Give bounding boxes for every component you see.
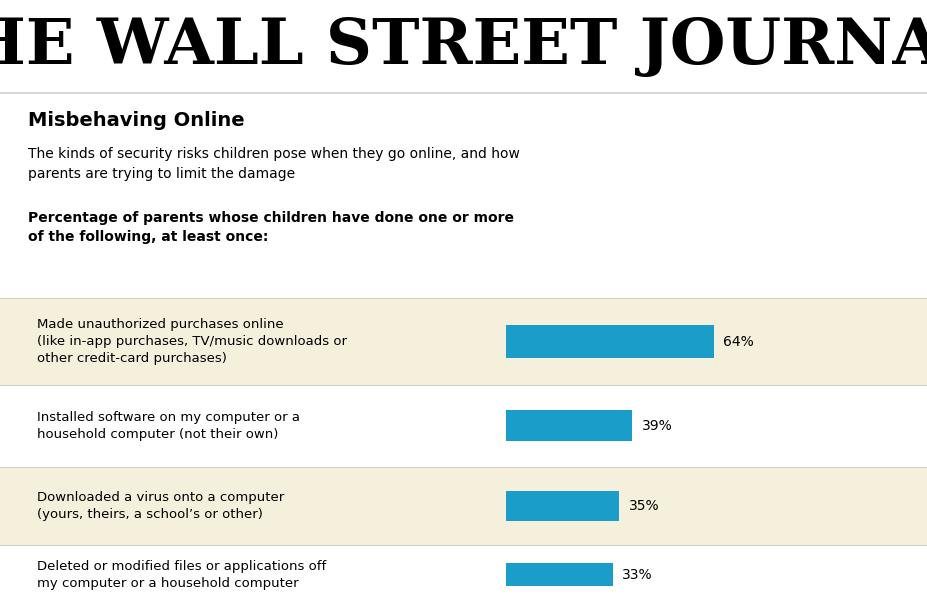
Bar bbox=[505, 563, 613, 586]
Text: The kinds of security risks children pose when they go online, and how
parents a: The kinds of security risks children pos… bbox=[28, 147, 519, 181]
Text: THE WALL STREET JOURNAL.: THE WALL STREET JOURNAL. bbox=[0, 16, 927, 77]
Text: 39%: 39% bbox=[641, 419, 672, 433]
Bar bbox=[0, 467, 927, 545]
Text: Installed software on my computer or a
household computer (not their own): Installed software on my computer or a h… bbox=[37, 411, 299, 441]
Text: 33%: 33% bbox=[622, 568, 653, 582]
Text: Percentage of parents whose children have done one or more
of the following, at : Percentage of parents whose children hav… bbox=[28, 211, 514, 244]
Bar bbox=[0, 298, 927, 385]
Text: Misbehaving Online: Misbehaving Online bbox=[28, 111, 244, 131]
Text: Deleted or modified files or applications off
my computer or a household compute: Deleted or modified files or application… bbox=[37, 560, 326, 590]
Bar bbox=[505, 491, 619, 521]
Text: 64%: 64% bbox=[722, 335, 753, 349]
Text: Made unauthorized purchases online
(like in-app purchases, TV/music downloads or: Made unauthorized purchases online (like… bbox=[37, 318, 347, 365]
Bar bbox=[0, 385, 927, 467]
Bar bbox=[0, 545, 927, 602]
Bar bbox=[505, 411, 632, 441]
Text: 35%: 35% bbox=[629, 498, 659, 513]
Text: Downloaded a virus onto a computer
(yours, theirs, a school’s or other): Downloaded a virus onto a computer (your… bbox=[37, 491, 284, 521]
Bar bbox=[505, 325, 713, 358]
